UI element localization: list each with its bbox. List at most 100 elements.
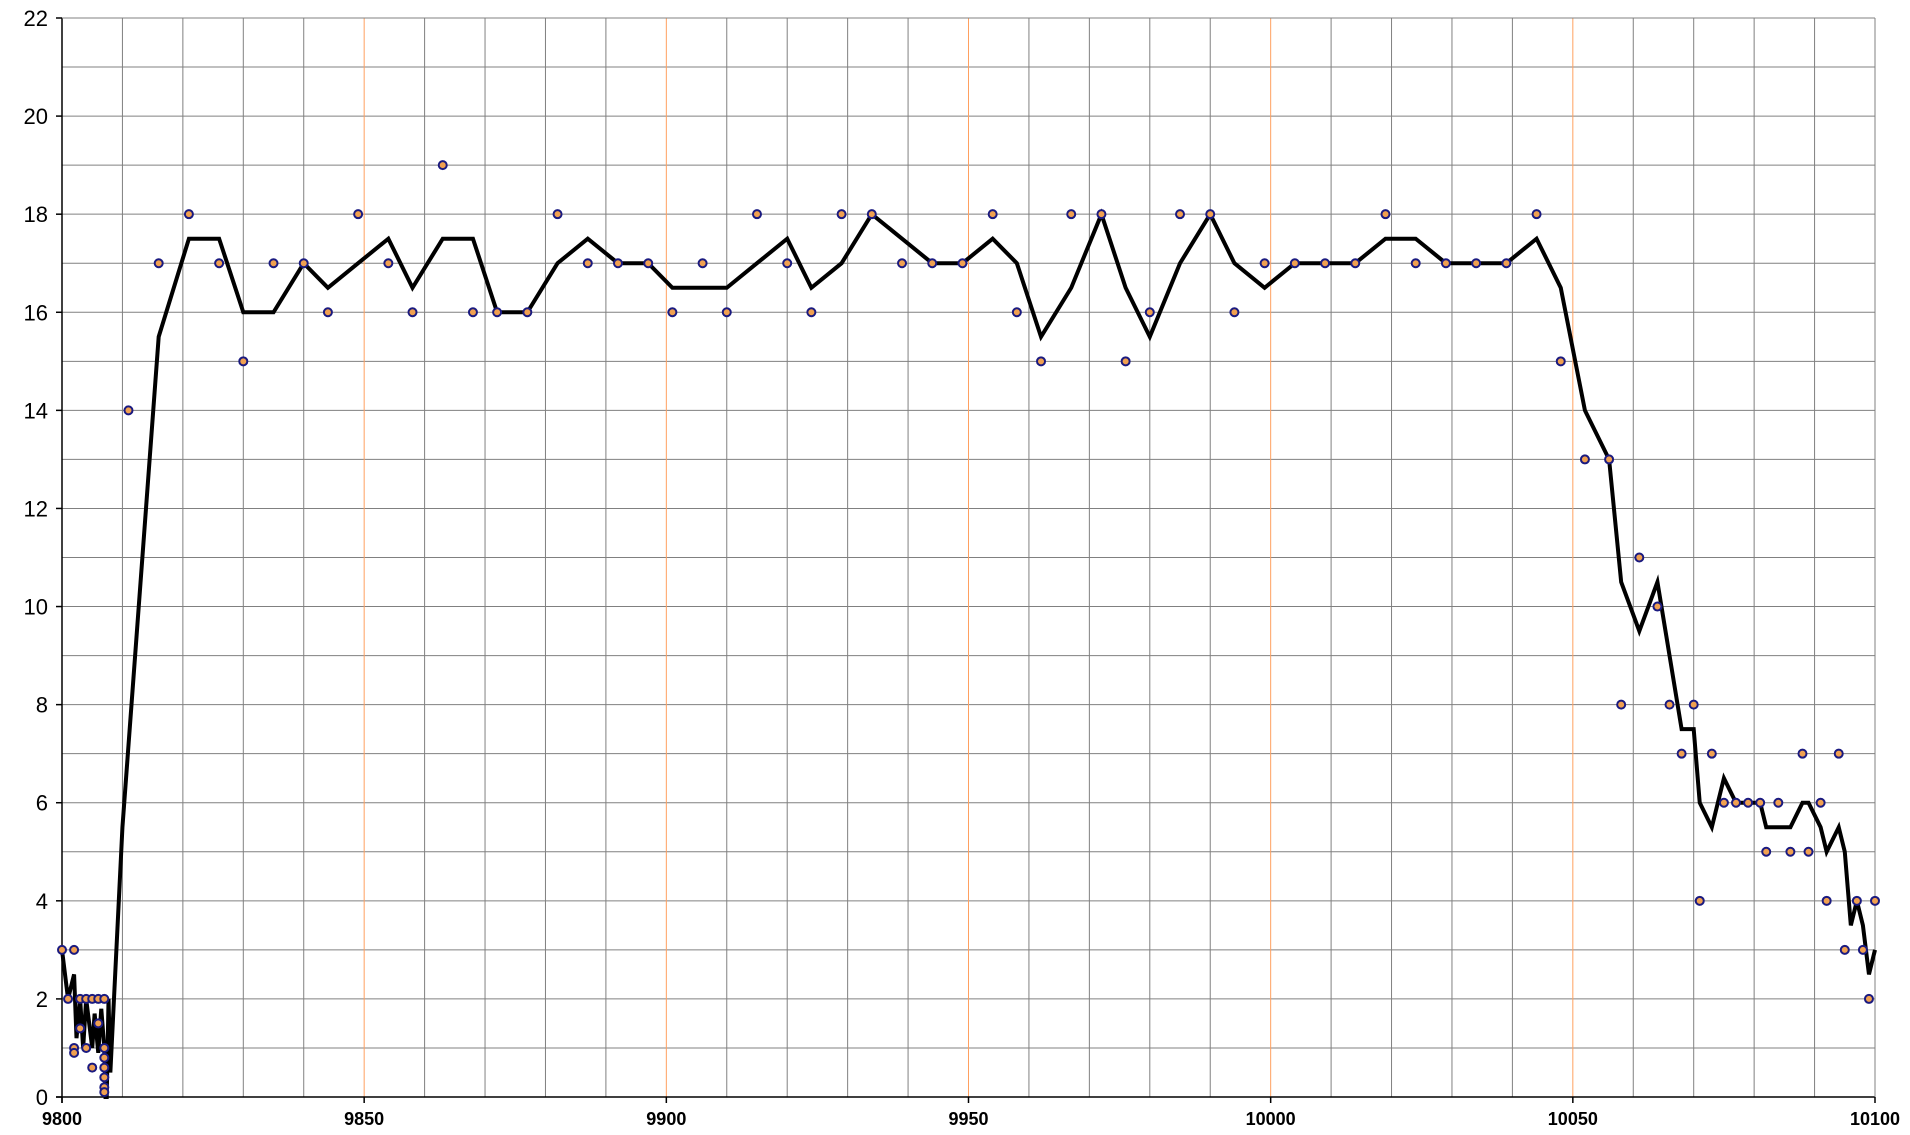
data-point (1471, 258, 1482, 269)
data-point (87, 1062, 98, 1073)
data-point (183, 209, 194, 220)
data-point (298, 258, 309, 269)
data-point (1440, 258, 1451, 269)
data-point (99, 1072, 110, 1083)
data-point (1664, 699, 1675, 710)
data-point (1688, 699, 1699, 710)
data-point (1652, 601, 1663, 612)
x-tick-label: 9800 (42, 1109, 82, 1129)
data-point (383, 258, 394, 269)
x-tick-label: 9950 (948, 1109, 988, 1129)
tick-labels: 0 2 4 6 8 10 12 14 16 18 20 22 9800 9850 9900 9950 10000… (24, 6, 1901, 1129)
data-point (1229, 307, 1240, 318)
data-point (1634, 552, 1645, 563)
data-point (1731, 797, 1742, 808)
data-point (667, 307, 678, 318)
data-point (75, 1023, 86, 1034)
data-point (1718, 797, 1729, 808)
data-point (1036, 356, 1047, 367)
x-tick-label: 10000 (1246, 1109, 1296, 1129)
data-point (407, 307, 418, 318)
data-point (782, 258, 793, 269)
data-point (1755, 797, 1766, 808)
data-point (1531, 209, 1542, 220)
data-point (552, 209, 563, 220)
data-point (153, 258, 164, 269)
data-point (1380, 209, 1391, 220)
x-tick-label: 9900 (646, 1109, 686, 1129)
grid (62, 17, 1876, 1097)
data-point (81, 1042, 92, 1053)
data-point (69, 944, 80, 955)
y-tick-label: 14 (24, 398, 48, 423)
y-tick-label: 22 (24, 6, 48, 31)
data-point (1821, 895, 1832, 906)
data-point (1815, 797, 1826, 808)
y-tick-label: 16 (24, 300, 48, 325)
data-point (806, 307, 817, 318)
y-tick-label: 12 (24, 496, 48, 521)
data-point (1785, 846, 1796, 857)
data-point (99, 1042, 110, 1053)
data-point (1579, 454, 1590, 465)
data-point (697, 258, 708, 269)
data-point (69, 1047, 80, 1058)
data-point (1120, 356, 1131, 367)
data-point (643, 258, 654, 269)
y-tick-label: 2 (36, 987, 48, 1012)
y-tick-label: 6 (36, 791, 48, 816)
y-tick-label: 18 (24, 202, 48, 227)
data-point (1797, 748, 1808, 759)
data-point (437, 160, 448, 171)
data-point (1555, 356, 1566, 367)
data-point (99, 1087, 110, 1098)
data-point (1761, 846, 1772, 857)
data-point (1066, 209, 1077, 220)
data-point (1616, 699, 1627, 710)
data-point (1803, 846, 1814, 857)
data-point (99, 1062, 110, 1073)
data-point (57, 944, 67, 955)
data-point (1870, 895, 1880, 906)
data-point (1773, 797, 1784, 808)
data-point (1833, 748, 1844, 759)
data-point (99, 1052, 110, 1063)
data-point (927, 258, 938, 269)
data-point (582, 258, 593, 269)
data-point (721, 307, 732, 318)
data-point (1604, 454, 1615, 465)
data-point (1863, 993, 1874, 1004)
data-point (1320, 258, 1331, 269)
data-point (1706, 748, 1717, 759)
data-point (1289, 258, 1300, 269)
data-point (987, 209, 998, 220)
data-point (1676, 748, 1687, 759)
x-tick-label: 9850 (344, 1109, 384, 1129)
data-point (957, 258, 968, 269)
data-point (836, 209, 847, 220)
data-point (63, 993, 74, 1004)
data-point (1743, 797, 1754, 808)
y-tick-label: 8 (36, 693, 48, 718)
data-point (214, 258, 225, 269)
data-point (1501, 258, 1512, 269)
data-point (1857, 944, 1868, 955)
data-point (1205, 209, 1216, 220)
data-point (93, 1018, 104, 1029)
data-point (1694, 895, 1705, 906)
data-point (353, 209, 364, 220)
data-point (99, 993, 110, 1004)
y-tick-label: 10 (24, 595, 48, 620)
x-tick-label: 10100 (1850, 1109, 1900, 1129)
data-point (123, 405, 134, 416)
data-point (897, 258, 908, 269)
data-point (1011, 307, 1022, 318)
axes (56, 17, 1876, 1103)
data-point (238, 356, 249, 367)
data-point (322, 307, 333, 318)
y-tick-label: 20 (24, 104, 48, 129)
data-point (1839, 944, 1850, 955)
data-point (1851, 895, 1862, 906)
data-point (1410, 258, 1421, 269)
data-point (1096, 209, 1107, 220)
